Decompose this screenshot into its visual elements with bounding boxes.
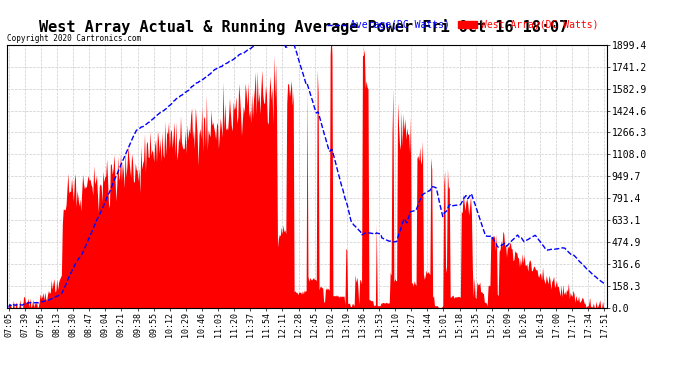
Text: West Array Actual & Running Average Power Fri Oct 16 18:07: West Array Actual & Running Average Powe…: [39, 19, 569, 35]
Text: Copyright 2020 Cartronics.com: Copyright 2020 Cartronics.com: [7, 34, 141, 43]
Legend: Average(DC Watts), West Array(DC Watts): Average(DC Watts), West Array(DC Watts): [323, 16, 602, 34]
